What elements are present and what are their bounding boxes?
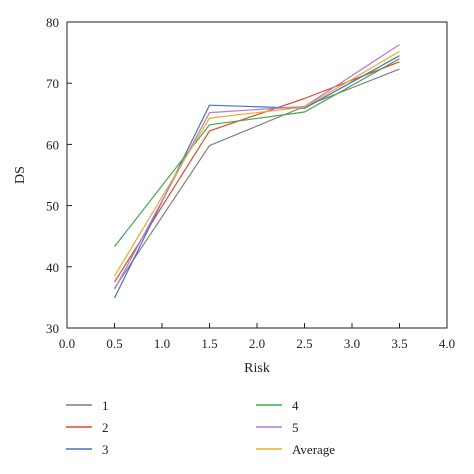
x-tick-label: 2.0 [249,336,265,351]
x-tick-label: 1.0 [154,336,170,351]
y-tick-label: 30 [46,321,59,336]
x-tick-label: 3.0 [344,336,360,351]
legend-item-4: 4 [256,398,299,413]
x-tick-label: 2.5 [296,336,312,351]
x-tick-label: 1.5 [201,336,217,351]
x-tick-label: 4.0 [439,336,455,351]
x-tick-label: 0.0 [59,336,75,351]
y-axis-title: DS [13,166,28,184]
series-line-1 [114,68,400,289]
y-tick-label: 80 [46,15,59,30]
x-axis-title: Risk [244,361,270,376]
series-line-3 [113,55,400,299]
series-line-6 [113,50,400,277]
x-tick-label: 3.5 [391,336,407,351]
y-tick-label: 50 [46,199,59,214]
legend-label: Average [292,442,335,457]
y-tick-label: 60 [46,137,59,152]
legend-label: 3 [102,442,109,457]
legend-label: 1 [102,398,109,413]
y-tick-label: 40 [46,260,59,275]
legend-item-3: 3 [66,442,109,457]
legend-label: 4 [292,398,299,413]
legend-label: 2 [102,420,109,435]
series-lines [113,44,400,299]
plot-frame [66,21,448,329]
legend-item-5: 5 [256,420,299,435]
x-tick-label: 0.5 [106,336,122,351]
y-tick-label: 70 [46,76,59,91]
axes: 0.0 0.5 1.0 1.5 2.0 2.5 3.0 3.5 4.0 30 40 50 60 70 80 R… [13,15,455,376]
series-line-4 [114,58,400,247]
legend-item-6: Average [256,442,335,457]
series-line-5 [113,44,400,290]
legend-label: 5 [292,420,299,435]
series-line-2 [113,61,400,283]
legend-item-1: 1 [66,398,109,413]
legend: 1 2 3 4 5 Average [66,398,335,457]
legend-item-2: 2 [66,420,109,435]
